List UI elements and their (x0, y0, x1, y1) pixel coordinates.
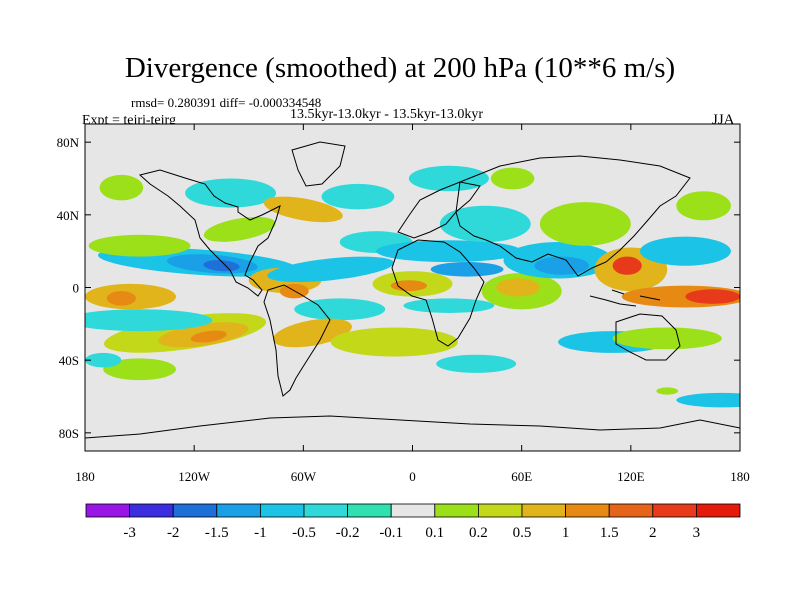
colorbar-swatch (696, 503, 741, 518)
field-region (88, 234, 191, 257)
field-region (408, 165, 489, 192)
field-region (439, 205, 531, 243)
field-region (185, 178, 277, 208)
colorbar-label: 0.1 (425, 525, 444, 541)
coastlines (85, 141, 740, 439)
lat-tick-label: 0 (73, 281, 80, 296)
colorbar-swatch (259, 503, 305, 518)
field-region (190, 330, 227, 343)
field-region (85, 309, 213, 332)
field-region (203, 260, 240, 272)
coastline-north-america (138, 169, 281, 297)
colorbar-swatch (303, 503, 348, 518)
coastline-indonesia (589, 289, 661, 307)
field-region (639, 236, 731, 266)
field-region (676, 392, 740, 408)
colorbar-label: -0.2 (336, 525, 360, 541)
colorbar-swatch (390, 503, 436, 518)
lon-tick-label: 60W (291, 469, 317, 484)
colorbar-label: 1.5 (600, 525, 619, 541)
field-region (685, 289, 740, 304)
colorbar-swatch (172, 503, 218, 518)
coastline-asia (455, 155, 691, 277)
colorbar-label: -1 (254, 525, 267, 541)
field-region (403, 298, 495, 313)
colorbar-swatch (608, 503, 654, 518)
lon-tick-label: 60E (511, 469, 532, 484)
field-region (321, 183, 395, 210)
coastline-australia (615, 313, 681, 361)
colorbar-swatch (347, 503, 392, 518)
axis-ticks: 80N 40N 0 40S 80S 180 120W 60W 0 60E 120E 180 (57, 124, 750, 484)
colorbar-swatch (216, 503, 261, 518)
field-region (330, 327, 458, 357)
colorbar-swatch (85, 503, 130, 518)
field-region (376, 240, 522, 263)
field-region (656, 387, 679, 395)
colorbar-label: 0.5 (513, 525, 532, 541)
field-region (267, 256, 394, 283)
colorbar-label: 2 (649, 525, 657, 541)
lat-tick-label: 40S (59, 353, 79, 368)
colorbar-swatch (434, 503, 479, 518)
colorbar-swatch (521, 503, 566, 518)
field-region (539, 202, 631, 246)
lon-tick-label: 180 (730, 469, 750, 484)
coastline-greenland (291, 141, 346, 187)
field-region (106, 291, 136, 306)
coastline-antarctica (85, 415, 740, 439)
period-label: 13.5kyr-13.0kyr - 13.5kyr-13.0kyr (290, 107, 484, 122)
field-region (203, 216, 276, 242)
coastline-south-america (263, 284, 331, 397)
field-region (263, 196, 343, 223)
field-region (99, 174, 144, 201)
colorbar-label: -1.5 (205, 525, 229, 541)
colorbar-swatch (129, 503, 174, 518)
colorbar-label: -2 (167, 525, 180, 541)
colorbar-swatch (477, 503, 523, 518)
colorbar-label: -3 (123, 525, 136, 541)
lon-tick-label: 0 (409, 469, 416, 484)
field-region (430, 262, 504, 277)
field-region (612, 256, 642, 275)
colorbar-label: 0.2 (469, 525, 488, 541)
lon-tick-label: 180 (75, 469, 95, 484)
coastline-europe (397, 181, 481, 239)
colorbar-swatch (652, 503, 697, 518)
stats-label: rmsd= 0.280391 diff= -0.000334548 (131, 95, 322, 110)
colorbar-label: -0.1 (379, 525, 403, 541)
colorbar-label: 1 (562, 525, 570, 541)
colorbar-label: 3 (693, 525, 701, 541)
figure-title: Divergence (smoothed) at 200 hPa (10**6 … (124, 52, 676, 84)
field-region (103, 358, 176, 381)
colorbar-label: -0.5 (292, 525, 316, 541)
colorbar-swatch (565, 503, 610, 518)
lat-tick-label: 80N (57, 135, 80, 150)
lon-tick-label: 120E (617, 469, 645, 484)
lat-tick-label: 40N (57, 208, 80, 223)
field-region (85, 352, 122, 368)
field-region (534, 256, 589, 275)
field-region (436, 354, 517, 373)
field-region (390, 280, 428, 292)
field-region (676, 191, 731, 221)
field-region (490, 167, 535, 190)
coastline-africa (391, 239, 485, 347)
field-region (496, 278, 540, 297)
lat-tick-label: 80S (59, 426, 79, 441)
field-region (612, 327, 722, 350)
lon-tick-label: 120W (178, 469, 211, 484)
